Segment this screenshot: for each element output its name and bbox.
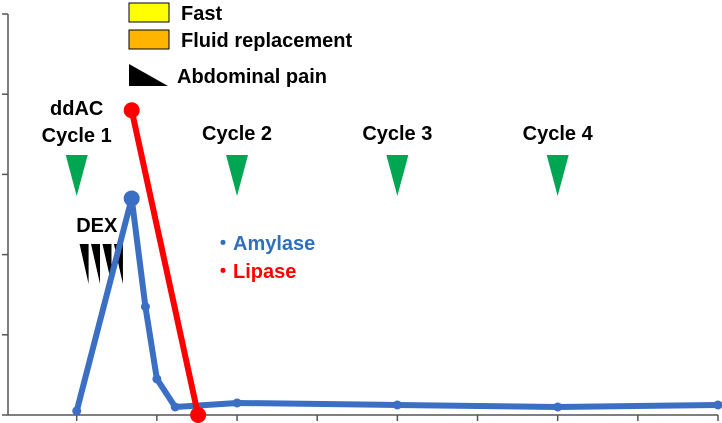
cycle-marker-4 xyxy=(546,155,569,196)
cycle-marker-3 xyxy=(386,155,409,196)
point-amylase-6 xyxy=(392,400,402,410)
point-amylase-5 xyxy=(232,398,242,408)
point-amylase-1 xyxy=(123,190,140,207)
dex-label: DEX xyxy=(76,215,118,237)
legend-swatch-fluid xyxy=(128,29,170,50)
cycle-label-1-line2: Cycle 1 xyxy=(42,125,112,147)
point-amylase-4 xyxy=(170,402,180,412)
legend-label-pain: Abdominal pain xyxy=(177,66,327,88)
series-layer xyxy=(72,102,722,423)
legend-label-fast: Fast xyxy=(181,3,222,25)
annotations: ddAC Cycle 1 Cycle 2 Cycle 3 Cycle 4 DEX xyxy=(42,98,594,284)
cycle-label-3: Cycle 3 xyxy=(362,123,432,145)
point-amylase-2 xyxy=(140,302,150,312)
legend-swatch-fast xyxy=(128,2,170,23)
series-label-lipase: ・Lipase xyxy=(213,261,296,283)
point-amylase-0 xyxy=(72,406,82,416)
point-amylase-8 xyxy=(713,400,722,410)
cycle-marker-1 xyxy=(65,155,88,196)
series-line-lipase xyxy=(128,107,202,418)
series-labels: ・Amylase ・Lipase xyxy=(213,233,315,283)
legend-label-fluid: Fluid replacement xyxy=(181,30,352,52)
cycle-label-1-line1: ddAC xyxy=(50,98,103,120)
point-amylase-7 xyxy=(553,402,563,412)
point-amylase-3 xyxy=(152,374,162,384)
series-label-amylase: ・Amylase xyxy=(213,233,315,255)
axes xyxy=(2,13,719,421)
dex-marker-1 xyxy=(79,244,89,284)
point-lipase-1 xyxy=(190,407,207,423)
cycle-label-4: Cycle 4 xyxy=(523,123,594,145)
legend: Fast Fluid replacement Abdominal pain xyxy=(128,2,352,88)
cycle-label-2: Cycle 2 xyxy=(202,123,272,145)
legend-triangle-pain xyxy=(129,64,168,86)
cycle-marker-2 xyxy=(226,155,249,196)
dex-marker-2 xyxy=(91,244,101,284)
point-lipase-0 xyxy=(123,102,140,119)
